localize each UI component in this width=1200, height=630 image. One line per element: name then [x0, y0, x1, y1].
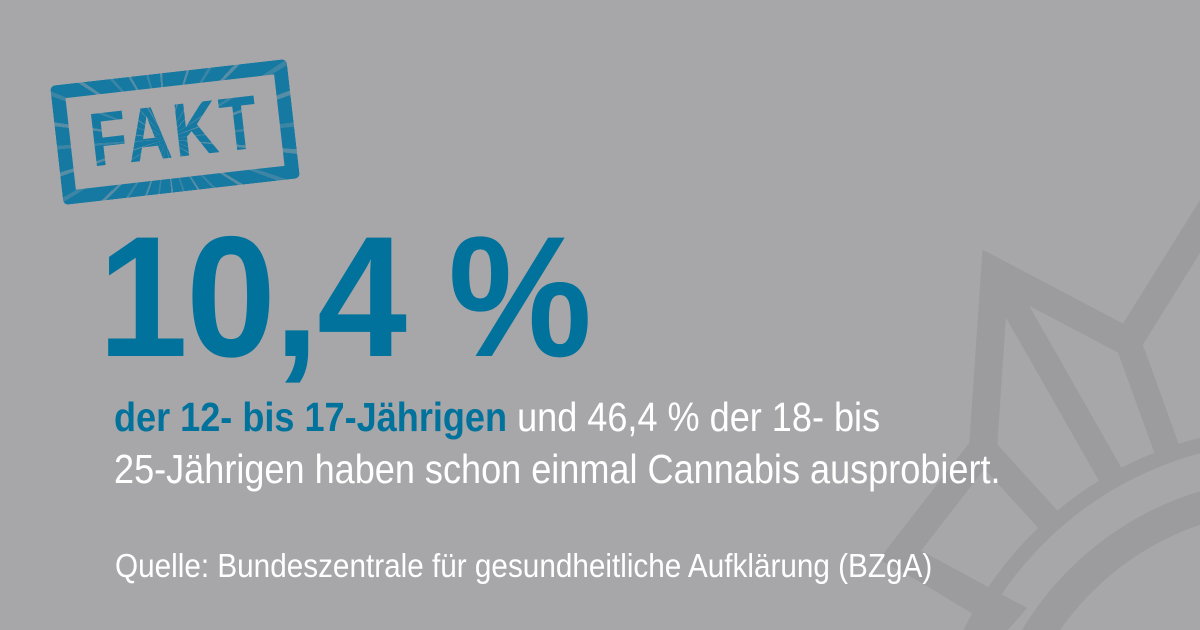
- statistic-highlight: der 12- bis 17-Jährigen: [114, 394, 508, 440]
- source-attribution: Quelle: Bundeszentrale für gesundheitlic…: [115, 547, 933, 584]
- statistic-description: der 12- bis 17-Jährigen und 46,4 % der 1…: [114, 391, 1001, 495]
- statistic-description-line2: 25-Jährigen haben schon einmal Cannabis …: [114, 446, 1001, 492]
- fakt-stamp: FAKT: [49, 58, 301, 206]
- statistic-line1-rest: und 46,4 % der 18- bis: [517, 394, 881, 440]
- fakt-stamp-label: FAKT: [84, 79, 265, 184]
- statistic-value: 10,4 %: [98, 201, 592, 393]
- statistic-description-line1: der 12- bis 17-Jährigen und 46,4 % der 1…: [114, 391, 1001, 443]
